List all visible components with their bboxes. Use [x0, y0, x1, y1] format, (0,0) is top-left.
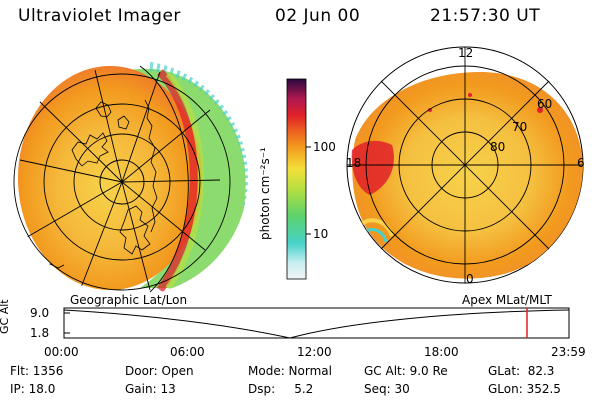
info-glon: GLon: 352.5	[488, 382, 561, 396]
colorbar	[286, 78, 311, 280]
mlt-image	[346, 46, 584, 284]
right-map-caption: Apex MLat/MLT	[462, 293, 552, 307]
timeline-xtick: 00:00	[44, 345, 79, 359]
timeline-ytick-low: 1.8	[30, 326, 50, 340]
info-seq: Seq: 30	[364, 382, 410, 396]
left-map-caption: Geographic Lat/Lon	[70, 293, 188, 307]
info-mode: Mode: Normal	[248, 364, 332, 378]
timeline-xtick: 18:00	[424, 345, 459, 359]
timeline-xtick: 12:00	[297, 345, 332, 359]
mlat-label-80: 80	[490, 140, 506, 154]
mlt-label-12: 12	[458, 46, 474, 60]
colorbar-label: photon cm⁻²s⁻¹	[258, 147, 272, 240]
geographic-image	[13, 61, 248, 295]
info-gain: Gain: 13	[125, 382, 176, 396]
mlt-label-18: 18	[346, 156, 362, 170]
timeline-ytick-high: 9.0	[30, 306, 50, 320]
timeline-xtick: 06:00	[170, 345, 205, 359]
info-door: Door: Open	[125, 364, 194, 378]
header-title: Ultraviolet Imager	[18, 6, 181, 26]
info-ip: IP: 18.0	[10, 382, 56, 396]
timeline-ylabel: GC Alt	[0, 299, 11, 334]
info-dsp: Dsp: 5.2	[248, 382, 314, 396]
colorbar-tick-100: 100	[313, 140, 336, 154]
mlat-label-60: 60	[537, 97, 553, 111]
info-flight: Flt: 1356	[10, 364, 64, 378]
header-time: 21:57:30 UT	[430, 6, 541, 26]
timeline-xtick: 23:59	[551, 345, 586, 359]
colorbar-tick-10: 10	[313, 227, 329, 241]
mlt-label-0: 0	[466, 272, 474, 286]
mlat-label-70: 70	[512, 120, 528, 134]
info-glat: GLat: 82.3	[488, 364, 555, 378]
info-gc-alt: GC Alt: 9.0 Re	[364, 364, 448, 378]
altitude-timeline	[63, 307, 570, 339]
mlt-label-6: 6	[577, 156, 585, 170]
header-date: 02 Jun 00	[275, 6, 361, 26]
